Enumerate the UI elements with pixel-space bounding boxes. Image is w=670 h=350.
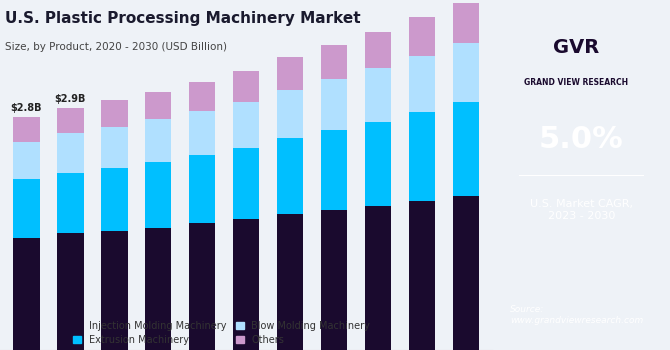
Bar [13,117,40,142]
Bar [321,79,347,130]
Text: U.S. Plastic Processing Machinery Market: U.S. Plastic Processing Machinery Market [5,10,360,26]
Bar [277,214,304,350]
Bar [365,68,391,122]
Text: U.S. Market CAGR,
2023 - 2030: U.S. Market CAGR, 2023 - 2030 [530,199,632,221]
Bar [409,56,436,112]
Bar [321,210,347,350]
Text: Size, by Product, 2020 - 2030 (USD Billion): Size, by Product, 2020 - 2030 (USD Billi… [5,42,227,52]
Bar [57,133,84,173]
Bar [321,45,347,79]
Bar [101,127,127,168]
Bar [189,155,216,223]
Bar [233,219,259,350]
Bar [101,168,127,231]
Bar [145,119,172,162]
Bar [145,228,172,350]
Bar [189,223,216,350]
Bar [277,57,304,90]
Text: GVR: GVR [553,38,600,57]
Bar [409,201,436,350]
Legend: Injection Molding Machinery, Extrusion Machinery, Blow Molding Machinery, Others: Injection Molding Machinery, Extrusion M… [69,317,374,349]
Text: GRAND VIEW RESEARCH: GRAND VIEW RESEARCH [524,78,628,87]
Bar [101,231,127,350]
Bar [365,122,391,206]
Bar [145,162,172,228]
Bar [13,142,40,179]
Bar [145,92,172,119]
Text: $2.8B: $2.8B [11,103,42,112]
Bar [453,196,479,350]
Bar [277,90,304,138]
Bar [365,33,391,68]
Bar [453,43,479,102]
Bar [233,71,259,102]
Bar [233,147,259,219]
Bar [189,82,216,111]
Bar [13,238,40,350]
Bar [321,130,347,210]
Bar [453,102,479,196]
Bar [189,111,216,155]
Text: Source:
www.grandviewresearch.com: Source: www.grandviewresearch.com [511,305,643,325]
Bar [13,179,40,238]
Bar [57,173,84,233]
Text: 5.0%: 5.0% [539,126,624,154]
Text: $2.9B: $2.9B [55,94,86,104]
Bar [57,108,84,133]
Bar [409,112,436,201]
Bar [453,4,479,43]
Bar [409,18,436,56]
Bar [277,138,304,214]
Bar [365,206,391,350]
Bar [233,102,259,147]
Bar [101,100,127,127]
Bar [57,233,84,350]
